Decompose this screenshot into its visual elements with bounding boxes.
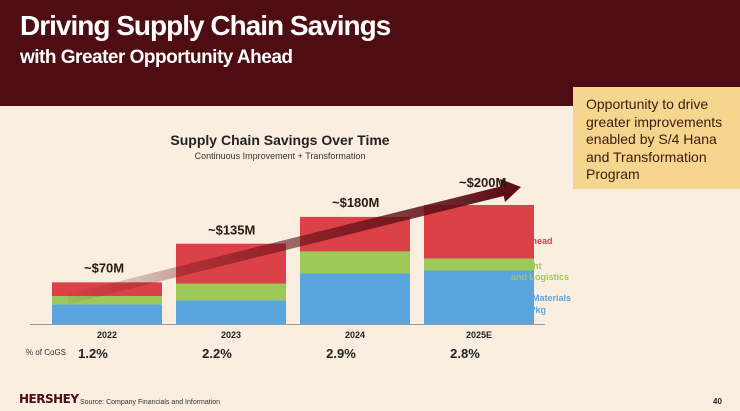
hershey-logo: HERSHEY bbox=[19, 392, 79, 406]
legend-raw-materials-and-pkg-line-2: and Pkg bbox=[511, 305, 546, 315]
total-label-2023: ~$135M bbox=[208, 223, 255, 238]
bar-2022-raw-materials-and-pkg bbox=[52, 304, 162, 324]
legend-freight-and-logistics-line-1: Freight bbox=[511, 261, 542, 271]
legend-mfg-overhead-line-2: Overhead bbox=[511, 236, 553, 246]
bar-2025E-freight-and-logistics bbox=[424, 258, 534, 271]
cogs-value-2022: 1.2% bbox=[78, 346, 108, 361]
total-label-2022: ~$70M bbox=[84, 260, 124, 275]
bar-2025E-raw-materials-and-pkg bbox=[424, 270, 534, 324]
bar-2023-freight-and-logistics bbox=[176, 283, 286, 301]
legend-raw-materials-and-pkg-line-1: Raw Materials bbox=[511, 293, 571, 303]
legend-freight-and-logistics-line-2: and Logistics bbox=[511, 272, 569, 282]
total-label-2024: ~$180M bbox=[332, 195, 379, 210]
page-subtitle: with Greater Opportunity Ahead bbox=[20, 47, 293, 68]
x-tick-label-2023: 2023 bbox=[221, 330, 241, 340]
bar-2024-raw-materials-and-pkg bbox=[300, 273, 410, 324]
x-tick-label-2025E: 2025E bbox=[466, 330, 492, 340]
page-title: Driving Supply Chain Savings bbox=[20, 10, 391, 41]
x-tick-label-2024: 2024 bbox=[345, 330, 365, 340]
x-tick-label-2022: 2022 bbox=[97, 330, 117, 340]
page-number: 40 bbox=[713, 397, 722, 406]
trend-arrowhead bbox=[500, 179, 521, 202]
bar-2025E-mfg-overhead bbox=[424, 205, 534, 259]
cogs-value-2024: 2.9% bbox=[326, 346, 356, 361]
legend-mfg-overhead-line-1: MFG bbox=[511, 224, 531, 234]
cogs-value-2025E: 2.8% bbox=[450, 346, 480, 361]
bar-2022-freight-and-logistics bbox=[52, 296, 162, 305]
cogs-row-label: % of CoGS bbox=[26, 348, 67, 357]
cogs-value-2023: 2.2% bbox=[202, 346, 232, 361]
total-label-2025E: ~$200M bbox=[459, 175, 506, 190]
bar-2023-raw-materials-and-pkg bbox=[176, 300, 286, 324]
source-note: Source: Company Financials and Informati… bbox=[80, 399, 221, 406]
trend-arrow-shaft bbox=[66, 185, 509, 304]
chart-subtitle: Continuous Improvement + Transformation bbox=[194, 151, 366, 161]
opportunity-callout: Opportunity to drive greater improvement… bbox=[573, 87, 740, 189]
chart-title: Supply Chain Savings Over Time bbox=[170, 132, 390, 148]
bar-2024-freight-and-logistics bbox=[300, 251, 410, 274]
